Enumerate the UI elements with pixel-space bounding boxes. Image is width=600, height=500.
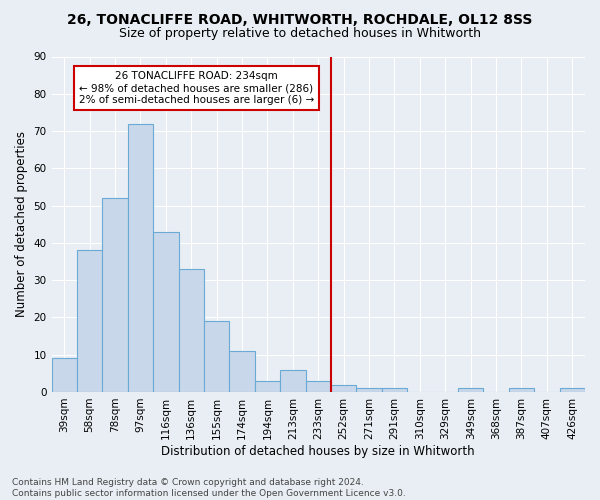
- Bar: [255, 381, 280, 392]
- Bar: [179, 269, 204, 392]
- Bar: [77, 250, 103, 392]
- Bar: [458, 388, 484, 392]
- Bar: [356, 388, 382, 392]
- Bar: [128, 124, 153, 392]
- Bar: [331, 384, 356, 392]
- Bar: [229, 351, 255, 392]
- Bar: [280, 370, 305, 392]
- Bar: [52, 358, 77, 392]
- Bar: [382, 388, 407, 392]
- Y-axis label: Number of detached properties: Number of detached properties: [15, 131, 28, 317]
- Bar: [509, 388, 534, 392]
- Text: 26 TONACLIFFE ROAD: 234sqm
← 98% of detached houses are smaller (286)
2% of semi: 26 TONACLIFFE ROAD: 234sqm ← 98% of deta…: [79, 72, 314, 104]
- Bar: [560, 388, 585, 392]
- Text: 26, TONACLIFFE ROAD, WHITWORTH, ROCHDALE, OL12 8SS: 26, TONACLIFFE ROAD, WHITWORTH, ROCHDALE…: [67, 12, 533, 26]
- Bar: [204, 321, 229, 392]
- Bar: [305, 381, 331, 392]
- X-axis label: Distribution of detached houses by size in Whitworth: Distribution of detached houses by size …: [161, 444, 475, 458]
- Bar: [153, 232, 179, 392]
- Text: Contains HM Land Registry data © Crown copyright and database right 2024.
Contai: Contains HM Land Registry data © Crown c…: [12, 478, 406, 498]
- Bar: [103, 198, 128, 392]
- Text: Size of property relative to detached houses in Whitworth: Size of property relative to detached ho…: [119, 28, 481, 40]
